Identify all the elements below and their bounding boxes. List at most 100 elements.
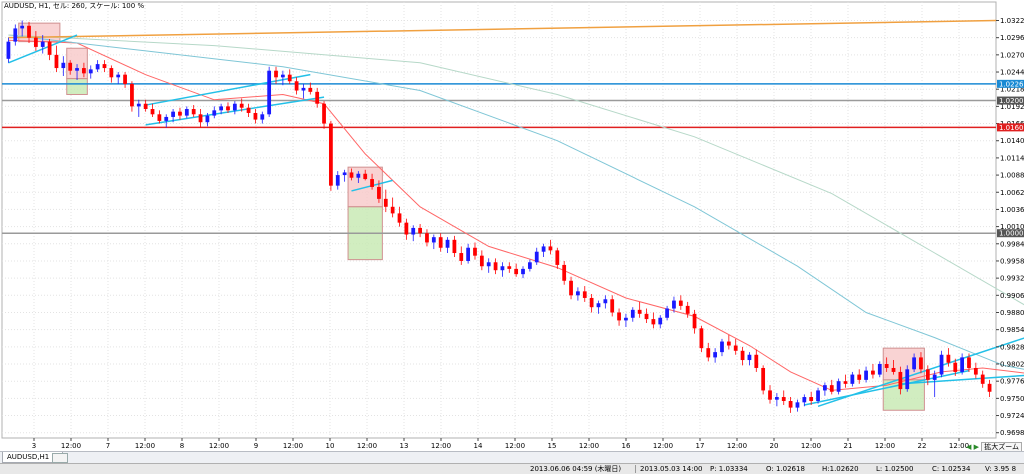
candle-body [171, 111, 175, 117]
candle-body [541, 246, 546, 252]
candle-body [88, 69, 93, 74]
time-tick-label: 12:00 [61, 442, 81, 450]
candle-body [322, 103, 326, 124]
nav-left-icon[interactable]: ◀ [965, 443, 972, 451]
candle-body [891, 367, 896, 372]
status-datetime: 2013.06.06 04:59 (木曜日) [530, 465, 622, 473]
price-label-text: 1.01602 [999, 124, 1024, 132]
candle-body [973, 367, 978, 375]
channel-trendline[interactable] [900, 374, 1024, 385]
chart-nav[interactable]: ◀ ▶ 拡大ズーム [966, 442, 1022, 452]
candle-body [116, 74, 121, 78]
candle-body [329, 123, 333, 186]
candle-body [644, 313, 649, 320]
candle-body [548, 246, 553, 251]
chart-grid [1, 1, 997, 439]
status-close: C: 1.02534 [932, 465, 971, 473]
candle-body [877, 364, 882, 375]
candle-body [260, 114, 265, 120]
candle-body [603, 299, 608, 304]
candle-body [68, 62, 73, 71]
candle-body [651, 319, 656, 325]
price-label-text: 1.02008 [999, 97, 1024, 105]
candle-body [946, 354, 951, 363]
tab-scroll-button[interactable] [52, 453, 68, 463]
time-tick-label: 13 [400, 442, 409, 450]
candle-body [816, 390, 820, 402]
candle-body [850, 374, 855, 384]
candle-body [294, 81, 299, 91]
time-tick-label: 14 [474, 442, 483, 450]
time-tick-label: 17 [696, 442, 705, 450]
status-low: L: 1.02500 [876, 465, 914, 473]
candle-body [939, 354, 944, 375]
time-tick-label: 22 [918, 442, 927, 450]
annotation-zone [882, 347, 925, 381]
candle-body [418, 227, 422, 234]
candle-body [720, 341, 724, 353]
candle-body [377, 186, 381, 199]
chart-tab-bar: AUDUSD,H1× [0, 451, 1024, 463]
candle-body [672, 300, 676, 309]
candle-body [239, 103, 244, 108]
candle-body [301, 87, 306, 91]
candle-body [788, 401, 793, 408]
horizontal-levels[interactable] [2, 83, 996, 234]
candle-body [54, 54, 59, 69]
candle-body [596, 303, 601, 308]
candle-body [212, 110, 217, 116]
price-tick-label: 1.00360 [1000, 206, 1024, 214]
time-tick-label: 7 [106, 442, 110, 450]
time-tick-label: 21 [844, 442, 853, 450]
candle-body [624, 317, 628, 321]
orange-trendline[interactable] [8, 19, 997, 39]
candle-body [287, 74, 292, 82]
candlesticks [6, 20, 992, 413]
candle-body [576, 291, 580, 296]
status-open: O: 1.02618 [766, 465, 805, 473]
price-tick-label: 1.03220 [1000, 17, 1024, 25]
candle-body [20, 25, 25, 29]
candle-body [610, 299, 615, 313]
candle-body [33, 37, 38, 47]
candle-body [809, 397, 814, 402]
time-tick-label: 12:00 [135, 442, 155, 450]
price-tick-label: 1.02180 [1000, 86, 1024, 94]
time-tick-label: 12:00 [209, 442, 229, 450]
time-tick-label: 10 [326, 442, 335, 450]
annotation-zones [18, 22, 925, 411]
candle-body [473, 247, 477, 256]
status-high: H:1.02620 [822, 465, 859, 473]
candle-body [404, 222, 409, 235]
nav-label[interactable]: 拡大ズーム [981, 442, 1022, 452]
candle-body [919, 357, 923, 370]
candle-body [987, 383, 992, 392]
candle-body [431, 237, 436, 243]
candle-body [754, 354, 759, 368]
plot-frame [1, 1, 997, 439]
chart-area[interactable]: 1.03220 1.02960 1.02700 1.02440 1.02180 1.019… [0, 0, 1024, 451]
candle-body [82, 68, 86, 74]
ma-slow-line [8, 34, 1024, 370]
time-tick-label: 12:00 [283, 442, 303, 450]
price-axis: 1.03220 1.02960 1.02700 1.02440 1.02180 1.019… [996, 17, 1024, 437]
candle-body [534, 251, 539, 263]
candle-body [466, 247, 471, 261]
time-tick-label: 12:00 [357, 442, 377, 450]
candle-body [514, 268, 519, 275]
candle-body [733, 345, 738, 351]
candle-body [781, 397, 786, 402]
status-bar-time: 2013.05.03 14:00 [640, 465, 703, 473]
candle-body [205, 115, 210, 123]
candle-body [130, 83, 134, 107]
price-label-box [997, 229, 1024, 238]
candle-body [383, 198, 388, 207]
nav-right-icon[interactable]: ▶ [973, 443, 979, 451]
candle-body [980, 374, 985, 384]
time-tick-label: 12:00 [801, 442, 821, 450]
candle-body [795, 402, 800, 408]
